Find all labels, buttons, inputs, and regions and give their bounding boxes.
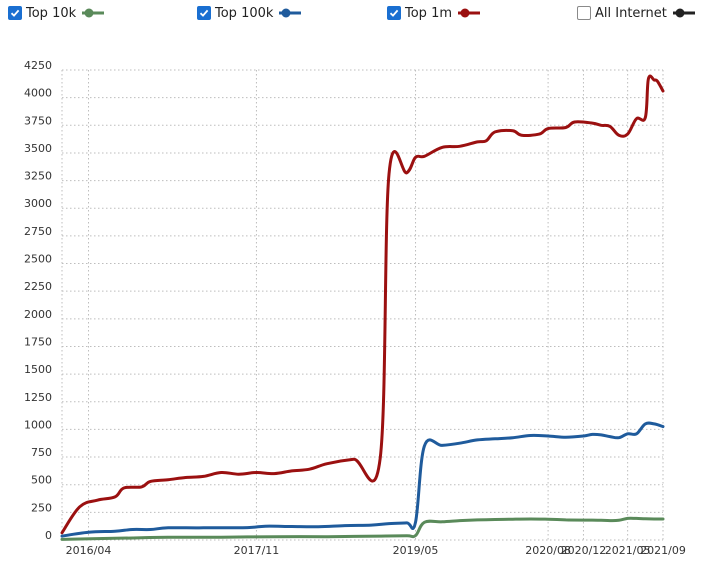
y-tick-label: 2750 (24, 225, 52, 238)
x-tick-label: 2016/04 (66, 544, 112, 557)
legend-item-all-internet[interactable]: All Internet (577, 4, 697, 22)
checkbox-checked-icon[interactable] (387, 6, 401, 20)
chart-grid (61, 69, 664, 541)
y-tick-label: 3750 (24, 114, 52, 127)
series-marker-icon (672, 8, 695, 18)
legend-item-top-100k[interactable]: Top 100k (197, 4, 303, 22)
series-marker-icon (279, 8, 302, 18)
series-marker-icon (458, 8, 481, 18)
y-tick-label: 0 (45, 529, 52, 542)
legend: Top 10k Top 100k Top 1m All Internet (0, 0, 717, 26)
y-tick-label: 3500 (24, 142, 52, 155)
y-tick-label: 2500 (24, 253, 52, 266)
series-marker-icon (82, 8, 105, 18)
y-tick-label: 1000 (24, 418, 52, 431)
legend-item-top-10k[interactable]: Top 10k (8, 4, 106, 22)
legend-label: Top 10k (26, 5, 77, 21)
legend-label: Top 100k (215, 5, 274, 21)
series-line-top-10k (60, 516, 665, 541)
series-line-top-100k (60, 421, 665, 538)
checkbox-checked-icon[interactable] (8, 6, 22, 20)
series-line-top-1m (60, 74, 665, 535)
y-tick-label: 1500 (24, 363, 52, 376)
y-tick-label: 750 (31, 446, 52, 459)
legend-item-top-1m[interactable]: Top 1m (387, 4, 482, 22)
y-tick-label: 1750 (24, 335, 52, 348)
x-tick-label: 2021/09 (640, 544, 686, 557)
x-tick-label: 2017/11 (234, 544, 280, 557)
x-tick-label: 2020/08 (525, 544, 571, 557)
y-tick-label: 2250 (24, 280, 52, 293)
y-tick-label: 500 (31, 474, 52, 487)
checkbox-unchecked-icon[interactable] (577, 6, 591, 20)
x-tick-label: 2021/05 (605, 544, 651, 557)
y-tick-label: 3000 (24, 197, 52, 210)
y-tick-label: 4000 (24, 87, 52, 100)
y-tick-label: 3250 (24, 170, 52, 183)
y-tick-label: 1250 (24, 391, 52, 404)
x-tick-label: 2020/12 (561, 544, 607, 557)
checkbox-checked-icon[interactable] (197, 6, 211, 20)
x-tick-label: 2019/05 (393, 544, 439, 557)
x-axis: 2016/04 2017/11 2019/05 2020/082020/122021/… (66, 544, 686, 557)
y-tick-label: 250 (31, 501, 52, 514)
legend-label: All Internet (595, 5, 667, 21)
y-tick-label: 2000 (24, 308, 52, 321)
y-axis: 0 250 500 750 1000 1250 1500 1750 2000 2250 2500 27… (24, 59, 52, 542)
y-tick-label: 4250 (24, 59, 52, 72)
legend-label: Top 1m (405, 5, 453, 21)
chart-series (60, 74, 665, 541)
